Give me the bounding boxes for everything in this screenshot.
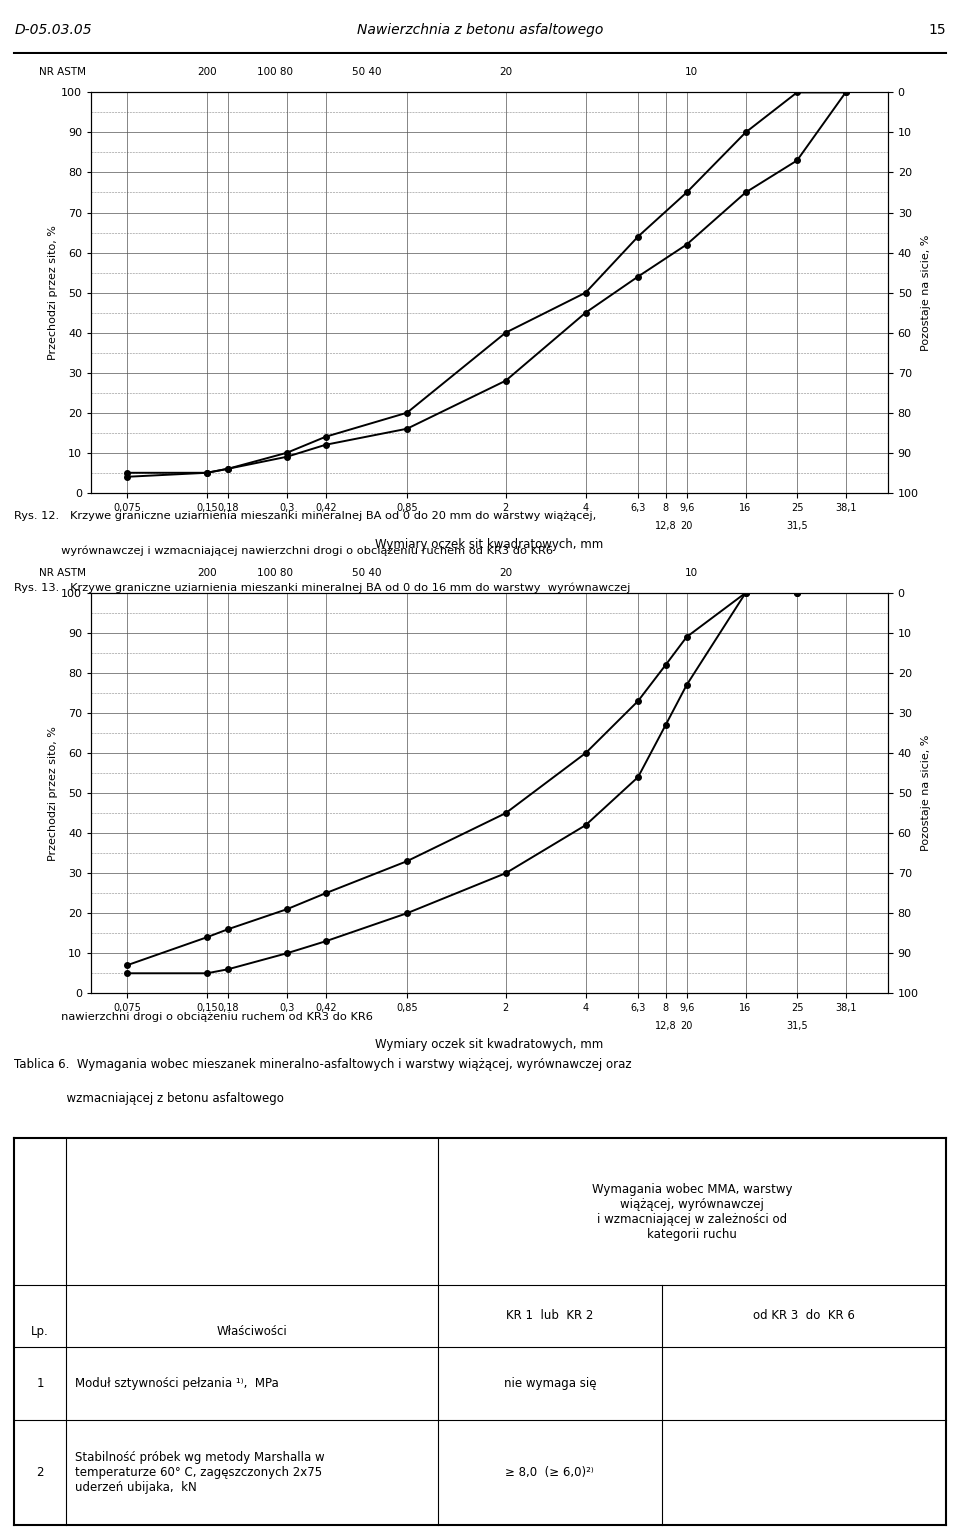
Text: 31,5: 31,5 — [786, 1021, 808, 1032]
Text: Właściwości: Właściwości — [217, 1324, 287, 1338]
Text: od KR 3  do  KR 6: od KR 3 do KR 6 — [753, 1309, 854, 1323]
Y-axis label: Pozostaje na sicie, %: Pozostaje na sicie, % — [922, 735, 931, 852]
Text: Rys. 12.   Krzywe graniczne uziarnienia mieszanki mineralnej BA od 0 do 20 mm do: Rys. 12. Krzywe graniczne uziarnienia mi… — [14, 511, 597, 521]
Text: 12,8: 12,8 — [655, 1021, 677, 1032]
Text: 20: 20 — [499, 68, 513, 77]
Text: 200: 200 — [197, 68, 217, 77]
Text: Stabilność próbek wg metody Marshalla w
temperaturze 60° C, zagęszczonych 2x75
u: Stabilność próbek wg metody Marshalla w … — [75, 1451, 324, 1494]
Text: ≥ 8,0  (≥ 6,0)²⁾: ≥ 8,0 (≥ 6,0)²⁾ — [506, 1466, 594, 1478]
Text: 20: 20 — [681, 521, 693, 531]
Text: nie wymaga się: nie wymaga się — [504, 1377, 596, 1391]
Text: 10: 10 — [684, 568, 698, 578]
Text: D-05.03.05: D-05.03.05 — [14, 23, 92, 37]
Text: Wymagania wobec MMA, warstwy
wiążącej, wyrównawczej
i wzmacniającej w zależności: Wymagania wobec MMA, warstwy wiążącej, w… — [591, 1183, 792, 1241]
Y-axis label: Pozostaje na sicie, %: Pozostaje na sicie, % — [922, 234, 931, 351]
Text: wzmacniającej z betonu asfaltowego: wzmacniającej z betonu asfaltowego — [14, 1092, 284, 1104]
Text: NR ASTM: NR ASTM — [39, 568, 86, 578]
Text: 31,5: 31,5 — [786, 521, 808, 531]
Text: Moduł sztywności pełzania ¹⁾,  MPa: Moduł sztywności pełzania ¹⁾, MPa — [75, 1377, 278, 1391]
Text: nawierzchni drogi o obciążeniu ruchem od KR3 do KR6: nawierzchni drogi o obciążeniu ruchem od… — [14, 1012, 373, 1021]
Text: 20: 20 — [499, 568, 513, 578]
Text: Tablica 6.  Wymagania wobec mieszanek mineralno-asfaltowych i warstwy wiążącej, : Tablica 6. Wymagania wobec mieszanek min… — [14, 1058, 632, 1070]
Text: KR 1  lub  KR 2: KR 1 lub KR 2 — [506, 1309, 593, 1323]
Text: NR ASTM: NR ASTM — [39, 68, 86, 77]
Text: 2: 2 — [36, 1466, 44, 1478]
Text: 100 80: 100 80 — [256, 568, 293, 578]
Text: 50 40: 50 40 — [352, 68, 381, 77]
Text: 15: 15 — [928, 23, 946, 37]
Text: 20: 20 — [681, 1021, 693, 1032]
X-axis label: Wymiary oczek sit kwadratowych, mm: Wymiary oczek sit kwadratowych, mm — [375, 1038, 604, 1050]
Text: Lp.: Lp. — [31, 1324, 49, 1338]
Text: 12,8: 12,8 — [655, 521, 677, 531]
Text: Nawierzchnia z betonu asfaltowego: Nawierzchnia z betonu asfaltowego — [357, 23, 603, 37]
Text: 10: 10 — [684, 68, 698, 77]
Text: wyrównawczej i wzmacniającej nawierzchni drogi o obciążeniu ruchem od KR3 do KR6: wyrównawczej i wzmacniającej nawierzchni… — [14, 545, 553, 556]
Y-axis label: Przechodzi przez sito, %: Przechodzi przez sito, % — [48, 225, 59, 360]
Y-axis label: Przechodzi przez sito, %: Przechodzi przez sito, % — [48, 725, 59, 861]
Text: 200: 200 — [197, 568, 217, 578]
Text: Rys. 13.   Krzywe graniczne uziarnienia mieszanki mineralnej BA od 0 do 16 mm do: Rys. 13. Krzywe graniczne uziarnienia mi… — [14, 582, 631, 593]
Text: 50 40: 50 40 — [352, 568, 381, 578]
Text: 1: 1 — [36, 1377, 44, 1391]
Text: 100 80: 100 80 — [256, 68, 293, 77]
X-axis label: Wymiary oczek sit kwadratowych, mm: Wymiary oczek sit kwadratowych, mm — [375, 537, 604, 550]
